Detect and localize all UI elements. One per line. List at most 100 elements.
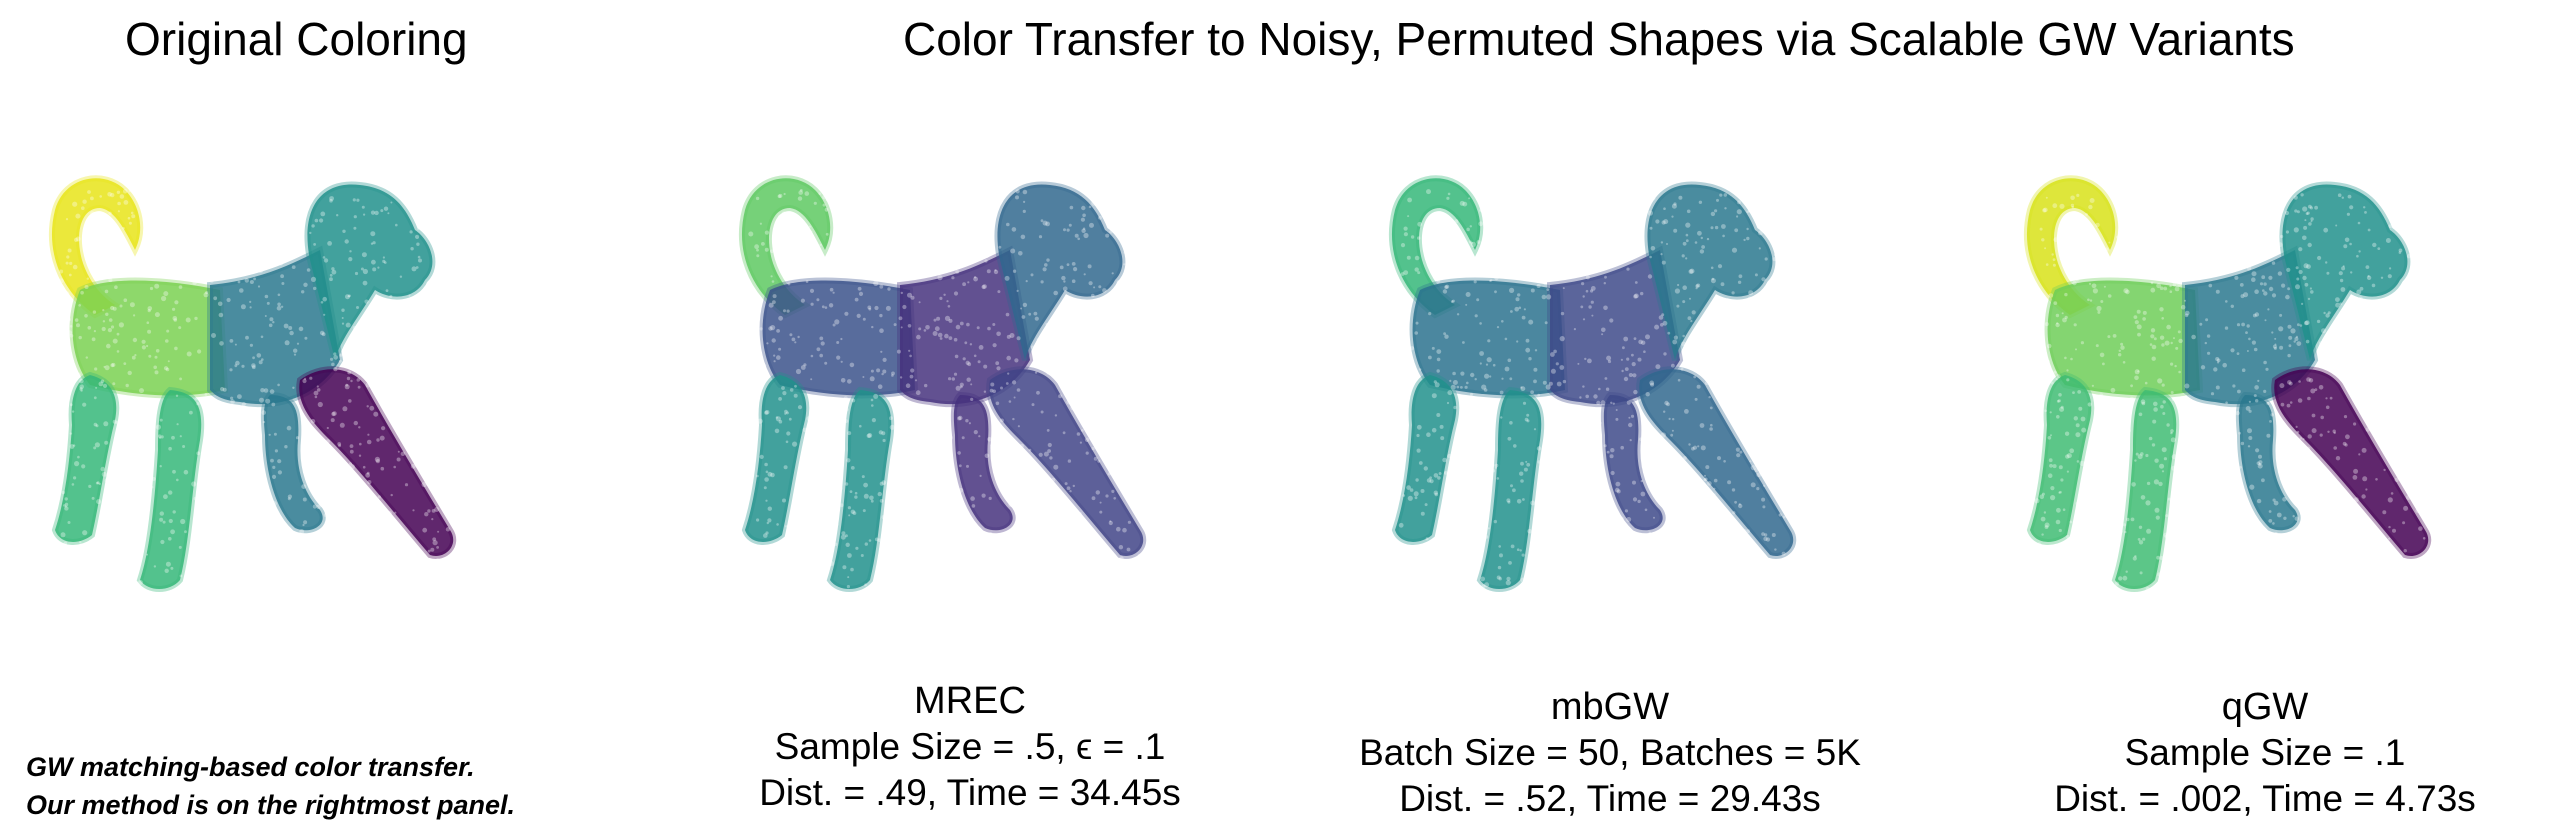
point-speckle <box>95 481 99 485</box>
point-speckle <box>1066 486 1071 491</box>
point-speckle <box>840 534 846 540</box>
point-speckle <box>1118 391 1121 394</box>
point-speckle <box>310 418 316 424</box>
point-speckle <box>441 373 444 376</box>
point-speckle <box>1107 417 1110 420</box>
point-speckle <box>1500 242 1506 247</box>
point-speckle <box>96 481 100 485</box>
point-speckle <box>412 332 416 336</box>
point-speckle <box>2138 540 2144 545</box>
point-speckle <box>893 445 898 449</box>
point-speckle <box>755 196 760 201</box>
point-speckle <box>1736 215 1739 218</box>
point-speckle <box>104 440 109 445</box>
point-speckle <box>2231 524 2235 528</box>
point-speckle <box>1615 481 1621 487</box>
point-speckle <box>1784 355 1788 360</box>
point-speckle <box>266 563 269 566</box>
point-speckle <box>840 360 843 363</box>
point-speckle <box>2150 253 2153 256</box>
point-speckle <box>80 290 84 295</box>
point-speckle <box>1080 217 1085 222</box>
point-speckle <box>60 332 65 336</box>
point-speckle <box>1052 583 1058 589</box>
point-speckle <box>1115 408 1121 413</box>
point-speckle <box>1746 529 1750 534</box>
point-speckle <box>2280 234 2284 239</box>
point-speckle <box>2133 315 2138 319</box>
point-speckle <box>2395 438 2400 444</box>
point-speckle <box>1479 362 1482 365</box>
point-speckle <box>856 195 861 200</box>
point-speckle <box>2298 247 2303 252</box>
point-speckle <box>1103 200 1107 204</box>
point-speckle <box>1590 286 1596 291</box>
dog-panel-original <box>20 140 580 640</box>
point-speckle <box>998 245 1002 249</box>
point-speckle <box>1594 263 1600 269</box>
point-speckle <box>2335 456 2341 461</box>
point-speckle <box>1753 405 1758 410</box>
point-speckle <box>222 550 227 555</box>
point-speckle <box>1030 273 1034 277</box>
point-speckle <box>1111 217 1116 222</box>
point-speckle <box>2038 419 2042 423</box>
point-speckle <box>112 254 115 257</box>
point-speckle <box>958 415 963 421</box>
point-speckle <box>1573 328 1576 331</box>
point-speckle <box>2303 263 2309 269</box>
point-speckle <box>2283 516 2287 520</box>
point-speckle <box>355 349 360 354</box>
point-speckle <box>1515 297 1520 302</box>
point-speckle <box>1584 357 1587 361</box>
point-speckle <box>1471 586 1476 592</box>
point-speckle <box>2308 491 2314 496</box>
point-speckle <box>2269 420 2272 423</box>
point-speckle <box>445 527 451 532</box>
point-speckle <box>1670 587 1675 593</box>
point-speckle <box>1606 450 1610 454</box>
point-speckle <box>2200 266 2204 270</box>
point-speckle <box>1610 401 1613 404</box>
point-speckle <box>1423 466 1428 471</box>
point-speckle <box>1463 540 1466 543</box>
point-speckle <box>832 421 838 427</box>
point-speckle <box>2254 289 2259 294</box>
point-speckle <box>1434 492 1439 497</box>
point-speckle <box>1484 582 1490 588</box>
point-speckle <box>422 455 425 458</box>
point-speckle <box>1058 544 1061 547</box>
point-speckle <box>1666 243 1668 245</box>
point-speckle <box>943 293 946 296</box>
point-speckle <box>1598 387 1601 391</box>
point-speckle <box>2044 409 2047 413</box>
point-speckle <box>2253 347 2258 352</box>
point-speckle <box>850 509 856 514</box>
point-speckle <box>1132 343 1135 346</box>
point-speckle <box>1673 544 1677 549</box>
point-speckle <box>1710 278 1716 284</box>
point-speckle <box>432 540 438 546</box>
point-speckle <box>2231 507 2235 511</box>
point-speckle <box>1526 462 1531 467</box>
point-speckle <box>2303 550 2309 556</box>
point-speckle <box>973 276 977 279</box>
point-speckle <box>2139 571 2143 575</box>
point-speckle <box>2192 252 2197 257</box>
point-speckle <box>1689 497 1694 501</box>
point-speckle <box>2398 350 2402 354</box>
point-speckle <box>84 314 88 318</box>
point-speckle <box>2274 337 2277 340</box>
point-speckle <box>382 575 385 579</box>
point-speckle <box>2341 196 2344 199</box>
point-speckle <box>2233 238 2238 242</box>
point-speckle <box>293 348 298 353</box>
point-speckle <box>2285 570 2288 573</box>
point-speckle <box>249 225 253 229</box>
point-speckle <box>832 453 836 457</box>
point-speckle <box>2241 368 2246 372</box>
point-speckle <box>123 298 128 302</box>
point-speckle <box>195 397 198 400</box>
point-speckle <box>437 365 441 369</box>
point-speckle <box>1723 460 1726 463</box>
